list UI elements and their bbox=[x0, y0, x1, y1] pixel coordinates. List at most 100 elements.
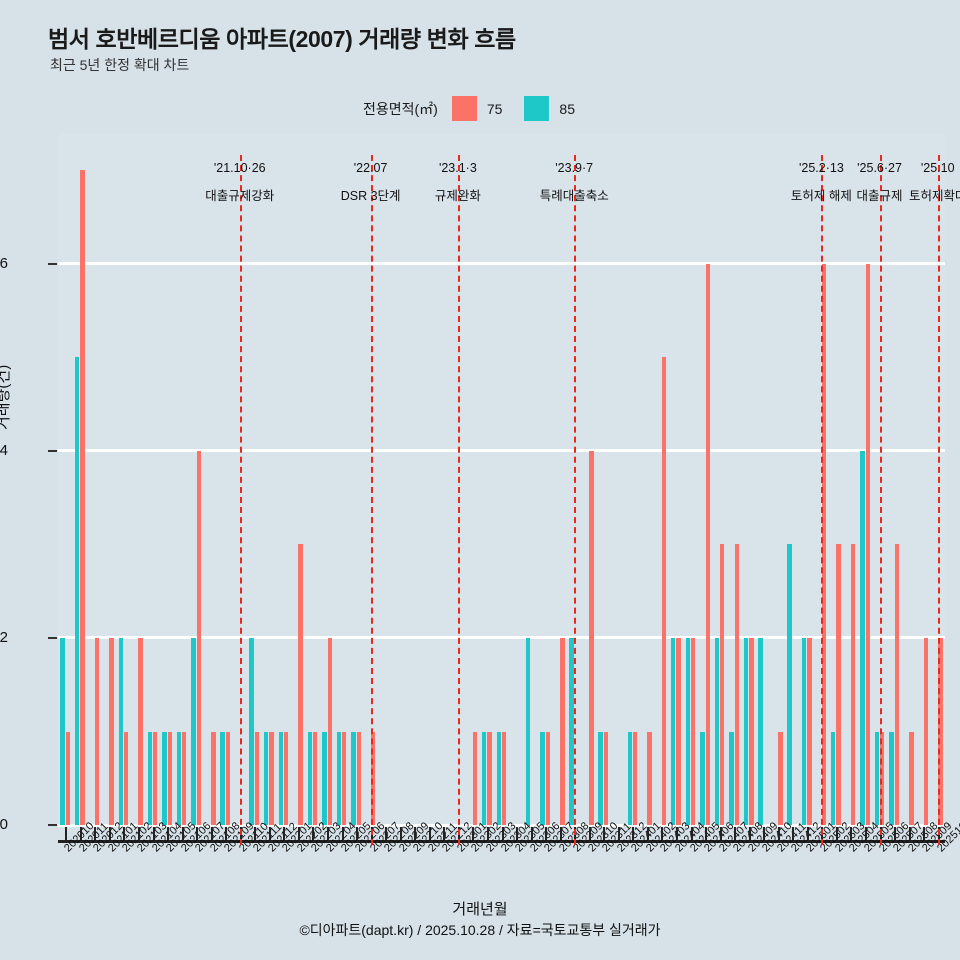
bar-85[interactable] bbox=[831, 731, 836, 825]
bar-75[interactable] bbox=[487, 731, 492, 825]
bar-75[interactable] bbox=[269, 731, 274, 825]
bar-75[interactable] bbox=[720, 544, 725, 825]
bar-85[interactable] bbox=[191, 637, 196, 825]
bar-75[interactable] bbox=[661, 357, 667, 825]
x-tick-mark bbox=[617, 827, 620, 840]
bar-75[interactable] bbox=[749, 637, 754, 825]
bar-75[interactable] bbox=[807, 637, 812, 825]
bar-85[interactable] bbox=[627, 731, 632, 825]
bar-75[interactable] bbox=[676, 637, 681, 825]
bar-75[interactable] bbox=[167, 731, 172, 825]
bar-75[interactable] bbox=[691, 637, 696, 825]
bar-85[interactable] bbox=[307, 731, 312, 825]
bar-85[interactable] bbox=[700, 731, 705, 825]
bar-75[interactable] bbox=[254, 731, 260, 825]
bar-75[interactable] bbox=[356, 731, 361, 825]
annotation-date: '25.6·27 bbox=[857, 161, 902, 175]
x-tick-mark bbox=[167, 827, 170, 840]
bar-75[interactable] bbox=[880, 731, 885, 825]
bar-85[interactable] bbox=[118, 637, 123, 825]
bar-75[interactable] bbox=[938, 637, 943, 825]
annotation-date: '25.10 bbox=[920, 161, 955, 175]
bar-75[interactable] bbox=[632, 731, 638, 825]
bar-85[interactable] bbox=[714, 637, 720, 825]
bar-85[interactable] bbox=[220, 731, 225, 825]
bar-85[interactable] bbox=[787, 544, 792, 825]
bar-85[interactable] bbox=[176, 731, 182, 825]
bar-85[interactable] bbox=[860, 450, 865, 825]
x-tick-mark bbox=[196, 827, 199, 840]
bar-75[interactable] bbox=[836, 544, 841, 825]
bar-75[interactable] bbox=[589, 450, 594, 825]
bar-75[interactable] bbox=[647, 731, 652, 825]
bar-75[interactable] bbox=[923, 637, 929, 825]
bar-75[interactable] bbox=[65, 731, 71, 825]
bar-75[interactable] bbox=[502, 731, 507, 825]
bar-85[interactable] bbox=[482, 731, 487, 825]
annotation-description: DSR 3단계 bbox=[340, 189, 401, 203]
annotation-line bbox=[239, 155, 242, 845]
bar-85[interactable] bbox=[162, 731, 167, 825]
bar-85[interactable] bbox=[147, 731, 152, 825]
bar-75[interactable] bbox=[865, 263, 870, 825]
bar-85[interactable] bbox=[322, 731, 327, 825]
page-title: 범서 호반베르디움 아파트(2007) 거래량 변화 흐름 bbox=[48, 26, 516, 52]
bar-75[interactable] bbox=[196, 450, 201, 825]
bar-75[interactable] bbox=[545, 731, 550, 825]
bar-75[interactable] bbox=[371, 731, 376, 825]
legend-item-85[interactable]: 85 bbox=[524, 96, 575, 121]
bar-75[interactable] bbox=[909, 731, 914, 825]
bar-85[interactable] bbox=[525, 637, 531, 825]
bar-85[interactable] bbox=[671, 637, 676, 825]
bar-75[interactable] bbox=[153, 731, 158, 825]
bar-85[interactable] bbox=[729, 731, 734, 825]
bar-85[interactable] bbox=[278, 731, 283, 825]
x-tick-mark bbox=[705, 827, 708, 840]
bar-75[interactable] bbox=[182, 731, 187, 825]
bar-75[interactable] bbox=[560, 637, 565, 825]
bar-85[interactable] bbox=[336, 731, 342, 825]
bar-85[interactable] bbox=[758, 637, 763, 825]
bar-85[interactable] bbox=[263, 731, 269, 825]
bar-75[interactable] bbox=[109, 637, 114, 825]
y-axis-title: 거래량(건) bbox=[0, 364, 12, 430]
legend-title: 전용면적(㎡) bbox=[362, 100, 438, 117]
bar-85[interactable] bbox=[598, 731, 603, 825]
bar-75[interactable] bbox=[211, 731, 216, 825]
bar-85[interactable] bbox=[874, 731, 880, 825]
bar-75[interactable] bbox=[734, 544, 739, 825]
bar-85[interactable] bbox=[743, 637, 749, 825]
bar-75[interactable] bbox=[778, 731, 783, 825]
bar-75[interactable] bbox=[80, 170, 85, 825]
bar-75[interactable] bbox=[312, 731, 318, 825]
bar-85[interactable] bbox=[889, 731, 894, 825]
bar-85[interactable] bbox=[801, 637, 807, 825]
bar-75[interactable] bbox=[472, 731, 478, 825]
legend-item-75[interactable]: 75 bbox=[451, 96, 502, 121]
bar-75[interactable] bbox=[705, 263, 710, 825]
bar-85[interactable] bbox=[74, 357, 80, 825]
bar-85[interactable] bbox=[249, 637, 254, 825]
legend: 전용면적(㎡) 75 85 bbox=[0, 96, 960, 121]
bar-75[interactable] bbox=[94, 637, 100, 825]
bar-85[interactable] bbox=[685, 637, 691, 825]
bar-75[interactable] bbox=[603, 731, 609, 825]
bar-75[interactable] bbox=[138, 637, 143, 825]
x-tick-mark bbox=[923, 827, 926, 840]
bar-75[interactable] bbox=[342, 731, 347, 825]
bar-85[interactable] bbox=[351, 731, 356, 825]
bar-85[interactable] bbox=[569, 637, 574, 825]
bar-75[interactable] bbox=[850, 544, 856, 825]
bar-75[interactable] bbox=[123, 731, 129, 825]
bar-75[interactable] bbox=[225, 731, 231, 825]
bar-85[interactable] bbox=[540, 731, 545, 825]
bar-75[interactable] bbox=[821, 263, 827, 825]
x-tick-mark bbox=[865, 827, 868, 840]
bar-85[interactable] bbox=[60, 637, 65, 825]
bar-75[interactable] bbox=[298, 544, 303, 825]
bar-75[interactable] bbox=[894, 544, 899, 825]
x-tick-mark bbox=[225, 827, 228, 840]
bar-85[interactable] bbox=[496, 731, 501, 825]
bar-75[interactable] bbox=[327, 637, 332, 825]
bar-75[interactable] bbox=[283, 731, 289, 825]
